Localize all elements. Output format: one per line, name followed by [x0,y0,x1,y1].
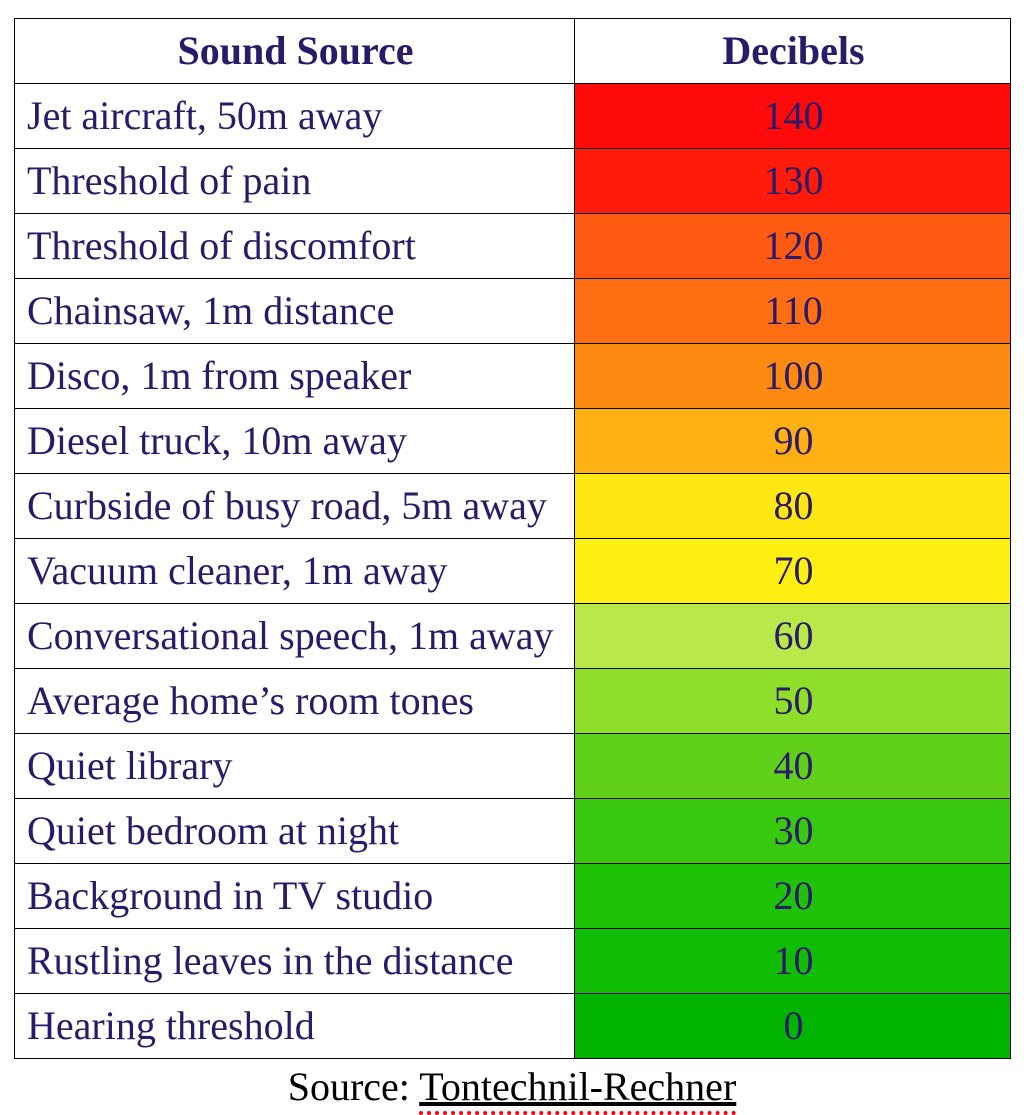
table-header-row: Sound Source Decibels [15,19,1011,84]
sound-source-cell: Background in TV studio [15,864,575,929]
table-row: Vacuum cleaner, 1m away70 [15,539,1011,604]
decibel-cell: 100 [575,344,1011,409]
table-row: Curbside of busy road, 5m away80 [15,474,1011,539]
table-row: Quiet bedroom at night30 [15,799,1011,864]
table-row: Jet aircraft, 50m away140 [15,84,1011,149]
sound-source-cell: Quiet library [15,734,575,799]
decibel-cell: 90 [575,409,1011,474]
sound-source-cell: Rustling leaves in the distance [15,929,575,994]
sound-source-cell: Curbside of busy road, 5m away [15,474,575,539]
decibel-cell: 120 [575,214,1011,279]
decibel-cell: 0 [575,994,1011,1059]
table-row: Threshold of pain130 [15,149,1011,214]
table-row: Background in TV studio20 [15,864,1011,929]
decibel-cell: 130 [575,149,1011,214]
source-citation: Source: Tontechnil-Rechner [14,1063,1010,1110]
table-row: Hearing threshold0 [15,994,1011,1059]
table-body: Jet aircraft, 50m away140Threshold of pa… [15,84,1011,1059]
decibel-cell: 140 [575,84,1011,149]
table-row: Rustling leaves in the distance10 [15,929,1011,994]
table-row: Threshold of discomfort120 [15,214,1011,279]
table-row: Quiet library40 [15,734,1011,799]
decibel-table: Sound Source Decibels Jet aircraft, 50m … [14,18,1011,1059]
decibel-cell: 10 [575,929,1011,994]
decibel-cell: 110 [575,279,1011,344]
sound-source-cell: Vacuum cleaner, 1m away [15,539,575,604]
sound-source-cell: Average home’s room tones [15,669,575,734]
sound-source-cell: Hearing threshold [15,994,575,1059]
table-row: Disco, 1m from speaker100 [15,344,1011,409]
sound-source-cell: Threshold of pain [15,149,575,214]
decibel-cell: 80 [575,474,1011,539]
sound-source-cell: Disco, 1m from speaker [15,344,575,409]
source-prefix: Source: [288,1064,419,1109]
table-row: Diesel truck, 10m away90 [15,409,1011,474]
sound-source-cell: Quiet bedroom at night [15,799,575,864]
decibel-cell: 60 [575,604,1011,669]
col-header-decibels: Decibels [575,19,1011,84]
decibel-table-wrapper: Sound Source Decibels Jet aircraft, 50m … [0,0,1024,1110]
col-header-sound-source: Sound Source [15,19,575,84]
sound-source-cell: Chainsaw, 1m distance [15,279,575,344]
decibel-cell: 30 [575,799,1011,864]
source-name: Tontechnil-Rechner [419,1064,736,1115]
sound-source-cell: Conversational speech, 1m away [15,604,575,669]
decibel-cell: 20 [575,864,1011,929]
decibel-cell: 50 [575,669,1011,734]
table-row: Chainsaw, 1m distance110 [15,279,1011,344]
decibel-cell: 40 [575,734,1011,799]
sound-source-cell: Diesel truck, 10m away [15,409,575,474]
sound-source-cell: Jet aircraft, 50m away [15,84,575,149]
sound-source-cell: Threshold of discomfort [15,214,575,279]
decibel-cell: 70 [575,539,1011,604]
table-row: Average home’s room tones50 [15,669,1011,734]
table-row: Conversational speech, 1m away60 [15,604,1011,669]
